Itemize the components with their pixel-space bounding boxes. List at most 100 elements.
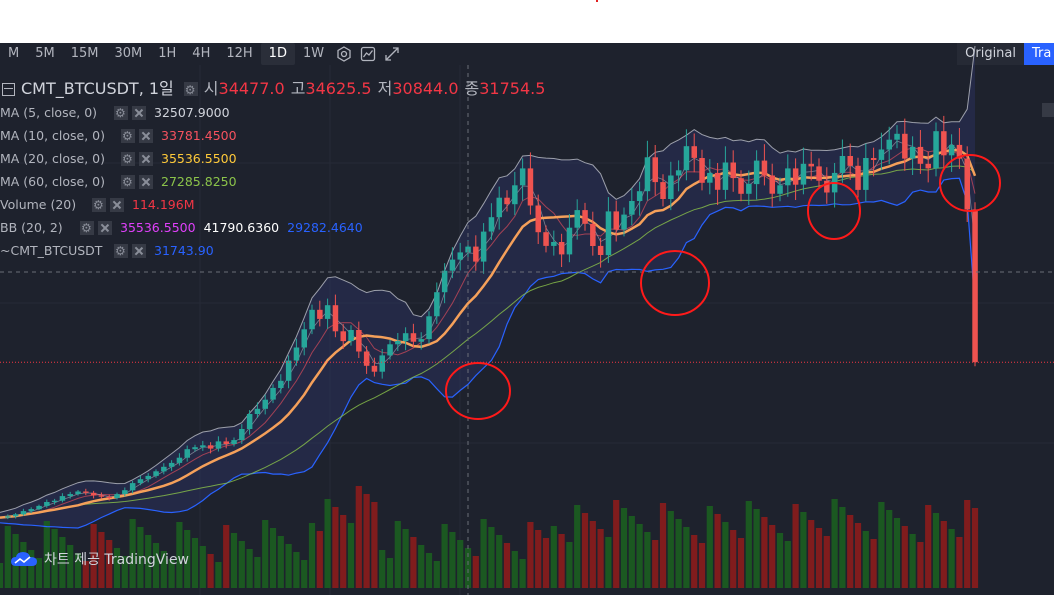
indicator-ma5: MA (5, close, 0) 32507.9000 [0, 101, 545, 125]
gear-icon[interactable] [121, 171, 135, 194]
gear-icon[interactable] [114, 240, 128, 263]
volume-bar [199, 546, 206, 588]
candle-body [746, 184, 752, 194]
candle-body [410, 333, 417, 342]
low-value: 30844.0 [392, 79, 459, 98]
volume-bar [909, 534, 916, 588]
timeframe-5M[interactable]: 5M [35, 46, 55, 61]
volume-bar [98, 532, 105, 588]
candle-body [824, 180, 830, 193]
close-icon[interactable] [139, 151, 153, 166]
candle-body [909, 146, 916, 159]
volume-bars [0, 486, 979, 588]
gear-icon[interactable] [114, 102, 128, 125]
top-margin [0, 0, 1054, 43]
close-icon[interactable] [110, 197, 124, 212]
volume-bar [698, 543, 706, 588]
tradingview-view-button[interactable]: Tra [1024, 43, 1054, 65]
gear-icon[interactable] [121, 148, 135, 171]
candle-body [941, 131, 947, 156]
scale-button[interactable] [1042, 103, 1054, 117]
candle-body [535, 205, 541, 233]
indicator-value: 114.196M [132, 197, 195, 212]
candle-body [28, 509, 34, 512]
candle-body [738, 178, 744, 194]
indicator-ma20: MA (20, close, 0) 35536.5500 [0, 147, 545, 171]
close-icon[interactable] [132, 105, 146, 120]
candles [5, 115, 978, 520]
candle-body [808, 163, 814, 167]
candle-body [262, 399, 268, 409]
volume-bar [831, 499, 838, 588]
candle-body [488, 217, 495, 232]
collapse-icon[interactable] [2, 82, 15, 96]
candle-body [293, 347, 300, 361]
volume-bar [254, 557, 261, 588]
volume-bar [691, 535, 698, 588]
gear-icon[interactable] [92, 194, 106, 217]
timeframe-M[interactable]: M [8, 46, 20, 61]
volume-bar [847, 515, 854, 588]
price-chart[interactable] [0, 43, 1054, 595]
volume-bar [113, 548, 121, 588]
volume-bar [145, 535, 152, 588]
timeframe-1W[interactable]: 1W [302, 46, 325, 61]
gear-icon[interactable] [80, 217, 94, 240]
volume-bar [808, 520, 815, 588]
candle-body [722, 162, 729, 190]
volume-bar [168, 559, 175, 588]
candle-body [675, 170, 682, 176]
timeframe-1D[interactable]: 1D [260, 43, 295, 65]
timeframe-15M[interactable]: 15M [70, 46, 99, 61]
close-icon[interactable] [139, 128, 153, 143]
timeframe-4H[interactable]: 4H [192, 46, 211, 61]
gear-icon[interactable] [121, 125, 135, 148]
candle-body [75, 491, 81, 495]
close-icon[interactable] [132, 243, 146, 258]
candle-body [114, 494, 120, 498]
candle-body [504, 197, 510, 205]
gear-icon[interactable] [183, 78, 198, 102]
compare-icon[interactable] [356, 43, 380, 65]
candle-body [137, 479, 144, 484]
volume-bar [667, 511, 674, 588]
candle-body [972, 209, 978, 363]
volume-bar [535, 530, 542, 588]
timeframe-1H[interactable]: 1H [158, 46, 177, 61]
candle-body [434, 292, 440, 317]
candle-body [948, 144, 955, 156]
indicator-value-lower: 29282.4640 [287, 220, 363, 235]
candle-body [668, 175, 674, 199]
settings-icon[interactable] [332, 43, 356, 65]
candle-body [317, 309, 323, 319]
volume-bar [394, 521, 401, 588]
close-icon[interactable] [98, 220, 112, 235]
chart-panel[interactable]: M 5M 15M 30M 1H 4H 12H 1D 1W Original Tr… [0, 43, 1054, 595]
timeframe-12H[interactable]: 12H [226, 46, 253, 61]
indicator-label: MA (5, close, 0) [0, 105, 98, 120]
volume-bar [792, 504, 799, 588]
volume-bar [925, 505, 932, 588]
volume-bar [480, 519, 487, 588]
volume-bar [706, 506, 713, 588]
candle-body [129, 483, 136, 491]
fullscreen-icon[interactable] [380, 43, 404, 65]
candle-body [636, 191, 643, 201]
candle-body [90, 492, 97, 496]
candle-body [67, 494, 73, 497]
indicator-label: BB (20, 2) [0, 220, 63, 235]
candle-body [254, 408, 261, 414]
candle-body [36, 505, 42, 510]
candle-body [613, 211, 619, 230]
volume-bar [823, 536, 830, 588]
volume-bar [613, 500, 620, 588]
volume-bar [737, 538, 745, 588]
close-icon[interactable] [139, 174, 153, 189]
candle-body [223, 441, 229, 444]
candle-body [527, 168, 534, 206]
timeframe-30M[interactable]: 30M [114, 46, 143, 61]
indicator-ma60: MA (60, close, 0) 27285.8250 [0, 170, 545, 194]
volume-bar [956, 537, 963, 588]
volume-bar [652, 540, 659, 588]
